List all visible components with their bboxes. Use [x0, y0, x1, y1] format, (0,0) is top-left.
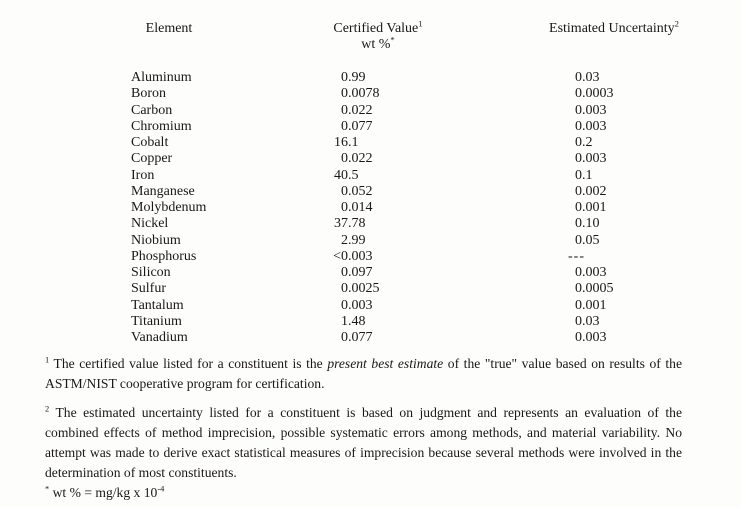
uncertainty-cell: 0.2: [575, 135, 593, 150]
element-cell: Cobalt: [131, 135, 169, 150]
element-cell: Copper: [131, 151, 173, 167]
value-int-part: 0: [341, 330, 348, 345]
value-int-part: 0: [341, 86, 348, 102]
value-int-part: <0: [333, 248, 348, 264]
value-frac-part: .0025: [348, 281, 380, 297]
element-cell: Titanium: [131, 313, 182, 329]
footnote-2-line-3: attempt was made to derive exact statist…: [45, 445, 682, 460]
footnote-2-line-4: determination of most constituents.: [45, 465, 237, 480]
value-frac-part: .052: [348, 183, 373, 199]
value-int-part: 0: [341, 297, 348, 313]
element-cell: Molybdenum: [131, 200, 207, 215]
value-frac-part: .003: [348, 297, 373, 313]
wt-percent-definition: * wt % = mg/kg x 10-4: [45, 483, 165, 500]
value-int-part: 2: [341, 232, 348, 248]
value-int-part: 1: [341, 313, 348, 329]
element-cell: Carbon: [131, 102, 173, 118]
footnote-2-line-1: 2 The estimated uncertainty listed for a…: [45, 403, 682, 420]
element-cell: Niobium: [131, 232, 181, 248]
unit-note-marker-ref: *: [390, 34, 395, 45]
element-cell: Manganese: [131, 183, 195, 199]
value-frac-part: .48: [348, 313, 366, 329]
value-frac-part: .1: [348, 135, 359, 150]
value-int-part: 40: [334, 167, 348, 183]
element-cell: Iron: [131, 167, 155, 183]
unit-note-marker: *: [45, 483, 50, 494]
footnote-1-line-1: 1 The certified value listed for a const…: [45, 354, 682, 371]
table-body: Aluminum 0 .99 0.03 Boron 0 .0078 0.0003…: [0, 70, 741, 346]
value-int-part: 0: [341, 70, 348, 85]
col-header-estimated-uncertainty: Estimated Uncertainty2: [549, 18, 679, 36]
footnote2-marker-ref: 2: [674, 18, 679, 29]
value-int-part: 0: [341, 118, 348, 134]
uncertainty-cell: 0.003: [575, 102, 607, 118]
element-cell: Phosphorus: [131, 248, 197, 264]
element-cell: Aluminum: [131, 70, 192, 85]
uncertainty-cell: 0.03: [575, 313, 600, 329]
uncertainty-cell: 0.10: [575, 216, 600, 232]
value-int-part: 0: [341, 200, 348, 215]
col-header-certified-value: Certified Value1 wt %*: [303, 18, 453, 53]
value-int-part: 0: [341, 151, 348, 167]
value-frac-part: .022: [348, 102, 373, 118]
value-int-part: 0: [341, 281, 348, 297]
unit-label: wt %*: [361, 34, 395, 52]
value-int-part: 0: [341, 183, 348, 199]
footnote1-marker: 1: [45, 354, 50, 365]
col-header-element-label: Element: [145, 21, 193, 36]
element-cell: Chromium: [131, 118, 192, 134]
uncertainty-cell: 0.1: [575, 167, 593, 183]
col-header-element: Element: [131, 21, 207, 37]
footnote2-marker: 2: [45, 403, 50, 414]
uncertainty-cell: 0.001: [575, 297, 607, 313]
uncertainty-cell: 0.003: [575, 151, 607, 167]
element-cell: Vanadium: [131, 330, 188, 345]
value-frac-part: .077: [348, 330, 373, 345]
element-cell: Nickel: [131, 216, 169, 232]
value-frac-part: .99: [348, 232, 366, 248]
exponent: -4: [157, 483, 165, 494]
uncertainty-cell: 0.0005: [575, 281, 614, 297]
footnote-2: 2 The estimated uncertainty listed for a…: [45, 403, 682, 483]
value-frac-part: .014: [348, 200, 373, 215]
value-frac-part: .003: [348, 248, 373, 264]
footnote1-marker-ref: 1: [418, 18, 423, 29]
certified-value-label: Certified Value1: [333, 18, 423, 36]
uncertainty-cell: 0.05: [575, 232, 600, 248]
value-frac-part: .78: [348, 216, 366, 232]
uncertainty-cell: ---: [568, 248, 585, 264]
value-int-part: 0: [341, 102, 348, 118]
footnote-1: 1 The certified value listed for a const…: [45, 354, 682, 394]
value-frac-part: .022: [348, 151, 373, 167]
value-int-part: 16: [334, 135, 348, 150]
footnote-1-line-2: ASTM/NIST cooperative program for certif…: [45, 376, 325, 391]
value-int-part: 0: [341, 265, 348, 280]
element-cell: Silicon: [131, 265, 171, 280]
uncertainty-cell: 0.002: [575, 183, 607, 199]
element-cell: Sulfur: [131, 281, 166, 297]
italic-phrase: present best estimate: [327, 356, 444, 371]
element-cell: Tantalum: [131, 297, 184, 313]
uncertainty-cell: 0.003: [575, 118, 607, 134]
uncertainty-cell: 0.03: [575, 70, 600, 85]
uncertainty-cell: 0.001: [575, 200, 607, 215]
uncertainty-cell: 0.003: [575, 330, 607, 345]
value-frac-part: .99: [348, 70, 366, 85]
value-frac-part: .077: [348, 118, 373, 134]
value-int-part: 37: [334, 216, 348, 232]
value-frac-part: .097: [348, 265, 373, 280]
uncertainty-cell: 0.003: [575, 265, 607, 280]
footnote-2-line-2: combined effects of method imprecision, …: [45, 425, 682, 440]
element-cell: Boron: [131, 86, 166, 102]
value-frac-part: .0078: [348, 86, 380, 102]
value-frac-part: .5: [348, 167, 359, 183]
uncertainty-cell: 0.0003: [575, 86, 614, 102]
